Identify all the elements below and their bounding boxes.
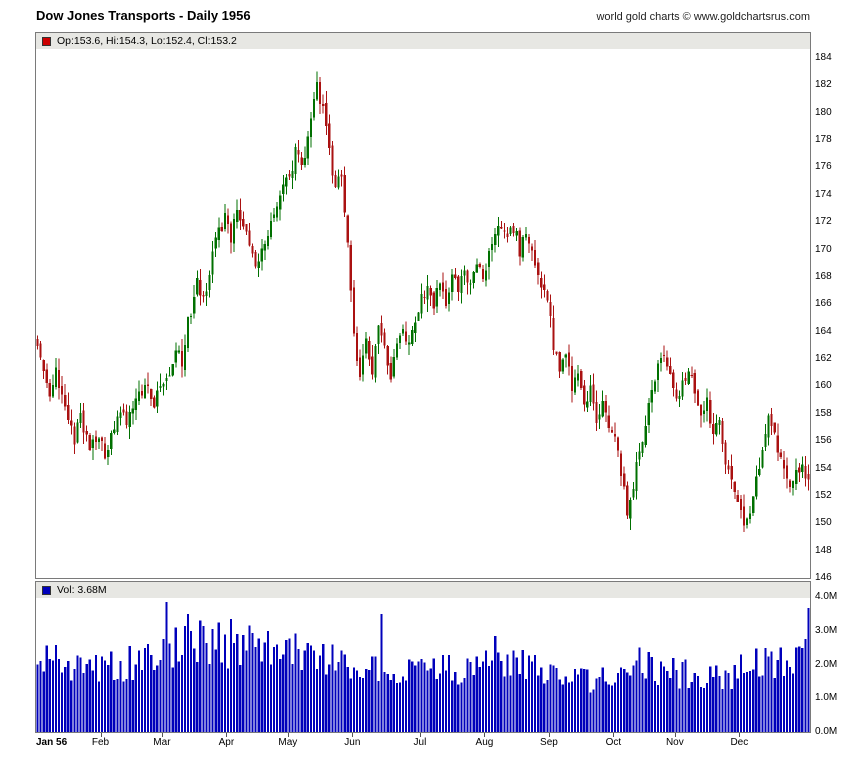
month-label: May	[278, 737, 298, 748]
month-tick	[613, 733, 615, 737]
month-label: Dec	[730, 737, 749, 748]
price-axis-label: 146	[815, 572, 832, 583]
month-tick	[484, 733, 486, 737]
volume-axis-label: 3.0M	[815, 624, 838, 636]
month-label: Apr	[218, 737, 235, 748]
price-axis-label: 172	[815, 216, 832, 228]
volume-legend-text: Vol: 3.68M	[57, 584, 107, 596]
price-axis-label: 158	[815, 407, 832, 419]
month-tick	[739, 733, 741, 737]
price-axis-label: 164	[815, 325, 832, 337]
volume-axis-label: 1.0M	[815, 692, 838, 704]
month-label: Mar	[153, 737, 171, 748]
price-axis-label: 178	[815, 134, 832, 146]
price-axis-label: 150	[815, 517, 832, 529]
volume-legend: Vol: 3.68M	[36, 582, 810, 598]
volume-axis-label: 4.0M	[815, 591, 838, 602]
month-label: Aug	[475, 737, 494, 748]
volume-axis-label: 2.0M	[815, 658, 838, 670]
price-axis-label: 168	[815, 270, 832, 282]
month-tick	[161, 733, 163, 737]
price-axis-label: 162	[815, 353, 832, 365]
price-candlestick-chart	[36, 71, 810, 532]
price-legend-text: Op:153.6, Hi:154.3, Lo:152.4, Cl:153.2	[57, 35, 237, 47]
price-axis-label: 176	[815, 161, 832, 173]
price-legend: Op:153.6, Hi:154.3, Lo:152.4, Cl:153.2	[36, 33, 810, 49]
month-label: Jun	[344, 737, 361, 748]
price-axis-label: 170	[815, 243, 832, 255]
page-title: Dow Jones Transports - Daily 1956	[36, 8, 251, 23]
volume-series-marker-icon	[42, 585, 51, 595]
volume-pane: Vol: 3.68M	[35, 581, 811, 733]
volume-axis-label: 0.0M	[815, 726, 838, 737]
price-axis-label: 182	[815, 79, 832, 91]
month-label: Jan 56	[36, 737, 68, 748]
month-label: Jul	[413, 737, 427, 748]
price-axis-label: 148	[815, 544, 832, 556]
copyright-text: world gold charts © www.goldchartsrus.co…	[596, 11, 810, 23]
price-axis-label: 160	[815, 380, 832, 392]
price-axis-label: 156	[815, 435, 832, 447]
volume-bar-chart	[36, 602, 810, 732]
price-axis-label: 180	[815, 106, 832, 118]
month-tick	[548, 733, 550, 737]
month-tick	[352, 733, 354, 737]
price-pane: Op:153.6, Hi:154.3, Lo:152.4, Cl:153.2	[35, 32, 811, 579]
price-axis-label: 184	[815, 52, 832, 63]
month-label: Nov	[665, 737, 684, 748]
month-tick	[100, 733, 102, 737]
month-label: Feb	[91, 737, 110, 748]
price-axis-label: 166	[815, 298, 832, 310]
month-label: Sep	[540, 737, 558, 748]
month-tick	[226, 733, 228, 737]
month-label: Oct	[605, 737, 622, 748]
price-series-marker-icon	[42, 36, 51, 46]
month-tick	[287, 733, 289, 737]
month-tick	[674, 733, 676, 737]
price-axis-label: 152	[815, 489, 832, 501]
price-axis-label: 154	[815, 462, 832, 474]
month-tick	[419, 733, 421, 737]
price-axis-label: 174	[815, 188, 832, 200]
